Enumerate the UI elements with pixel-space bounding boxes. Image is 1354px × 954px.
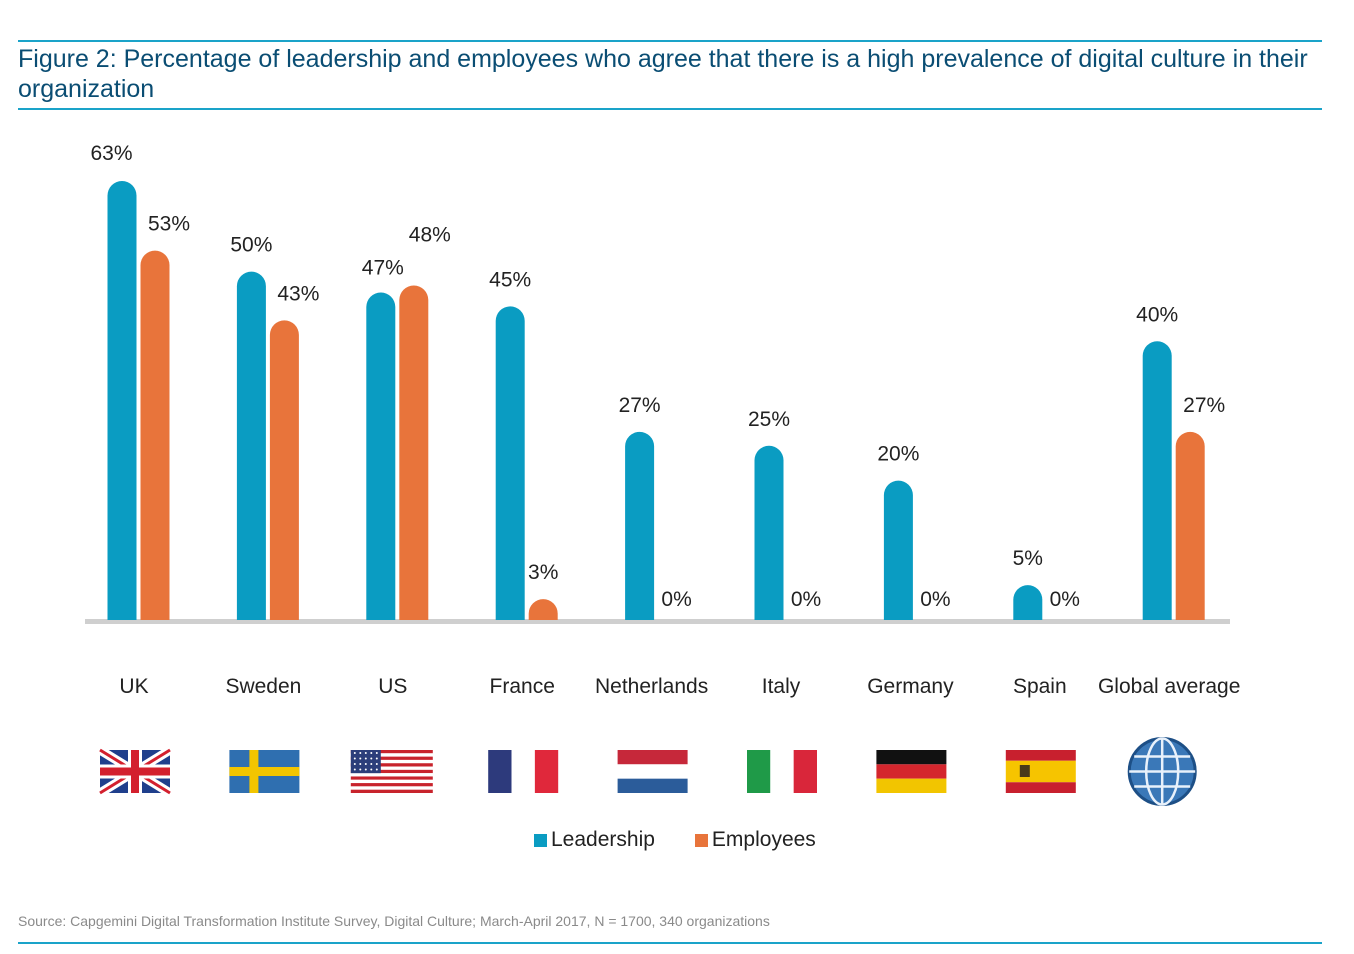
bar-leadership-sweden <box>236 271 266 620</box>
italy-flag-icon <box>747 750 817 793</box>
category-label-global-average: Global average <box>1098 675 1240 698</box>
data-label-leadership-france: 45% <box>489 268 531 291</box>
bar-employees-sweden <box>269 320 299 620</box>
bar-leadership-global-average <box>1142 341 1172 620</box>
data-label-leadership-netherlands: 27% <box>619 394 661 417</box>
data-label-leadership-spain: 5% <box>1013 547 1043 570</box>
data-label-employees-global-average: 27% <box>1183 394 1225 417</box>
data-label-leadership-global-average: 40% <box>1136 303 1178 326</box>
data-label-leadership-germany: 20% <box>877 443 919 466</box>
bar-employees-us <box>399 285 429 620</box>
category-label-france: France <box>490 675 555 698</box>
bottom-rule <box>18 942 1322 944</box>
bar-leadership-france <box>495 306 525 620</box>
bar-employees-france <box>528 599 558 620</box>
data-label-leadership-italy: 25% <box>748 408 790 431</box>
netherlands-flag-icon <box>617 750 688 793</box>
data-label-employees-france: 3% <box>528 561 558 584</box>
germany-flag-icon <box>876 750 947 793</box>
bar-chart: 63% 53% UK 50% 43% Sweden 47%48% US 45% 3% France 2… <box>85 142 1240 806</box>
category-label-spain: Spain <box>1013 675 1067 698</box>
legend-label-leadership: Leadership <box>551 828 655 851</box>
data-label-employees-us: 48% <box>409 224 451 247</box>
category-label-us: US <box>378 675 407 698</box>
sweden-flag-icon <box>229 750 300 793</box>
legend-item-employees: Employees <box>694 828 816 852</box>
bar-employees-global-average <box>1175 431 1205 620</box>
data-label-employees-uk: 53% <box>148 213 190 236</box>
data-label-leadership-sweden: 50% <box>230 234 272 257</box>
data-label-employees-sweden: 43% <box>277 282 319 305</box>
data-label-employees-netherlands: 0% <box>661 588 691 611</box>
data-label-employees-germany: 0% <box>920 588 950 611</box>
category-label-netherlands: Netherlands <box>595 675 708 698</box>
category-label-italy: Italy <box>762 675 801 698</box>
data-label-employees-italy: 0% <box>791 588 821 611</box>
us-flag-icon <box>350 750 433 793</box>
bar-leadership-spain <box>1013 585 1043 620</box>
bar-leadership-germany <box>883 480 913 620</box>
spain-flag-icon <box>1005 750 1076 793</box>
bar-leadership-uk <box>107 181 137 620</box>
bar-leadership-italy <box>754 445 784 620</box>
globe-icon <box>1127 737 1197 806</box>
bar-leadership-netherlands <box>625 431 655 620</box>
top-rule <box>18 40 1322 42</box>
uk-flag-icon <box>97 746 173 797</box>
category-label-uk: UK <box>119 675 148 698</box>
data-label-leadership-uk: 63% <box>90 142 132 165</box>
category-label-germany: Germany <box>867 675 954 698</box>
legend-swatch-leadership <box>534 833 547 847</box>
category-label-sweden: Sweden <box>225 675 301 698</box>
legend-item-leadership: Leadership <box>534 828 655 852</box>
chart-title: Figure 2: Percentage of leadership and e… <box>18 45 1308 103</box>
title-rule <box>18 108 1322 110</box>
data-label-leadership-us: 47% <box>362 256 404 279</box>
data-label-employees-spain: 0% <box>1050 588 1080 611</box>
x-axis <box>85 619 1230 624</box>
bar-leadership-us <box>366 292 396 620</box>
bar-employees-uk <box>140 250 170 620</box>
legend-label-employees: Employees <box>711 828 816 851</box>
france-flag-icon <box>488 750 559 793</box>
legend: Leadership Employees <box>534 828 816 852</box>
legend-swatch-employees <box>694 833 708 847</box>
source-note: Source: Capgemini Digital Transformation… <box>18 913 770 929</box>
